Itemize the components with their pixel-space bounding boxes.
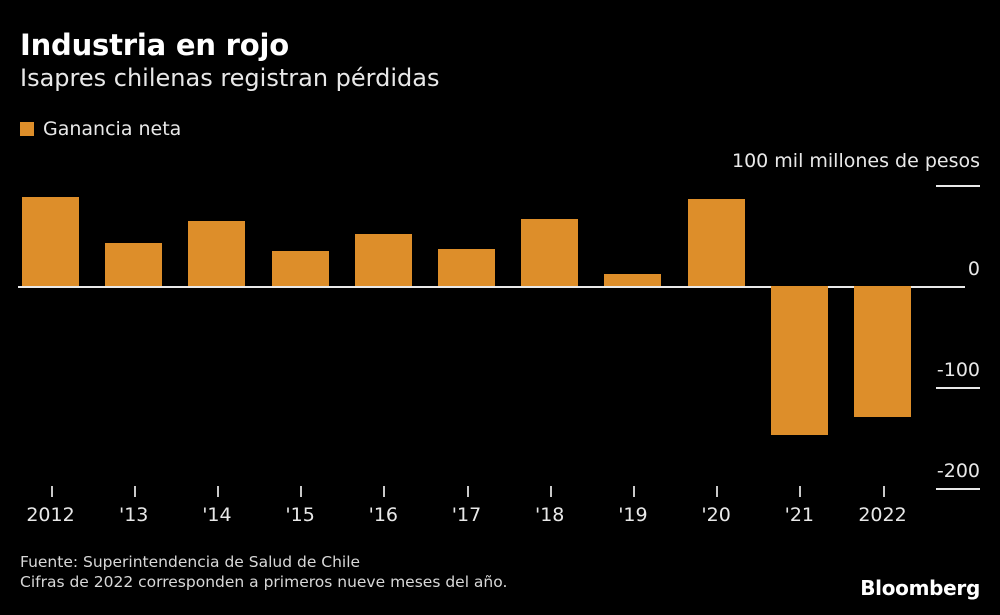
bar-15 [271, 250, 329, 286]
bar-13 [105, 242, 163, 286]
x-tick-2022 [882, 486, 885, 497]
x-tick-20 [716, 486, 719, 497]
x-tick-16 [383, 486, 386, 497]
page-title: Industria en rojo [20, 28, 289, 62]
x-tick-18 [549, 486, 552, 497]
legend-swatch-icon [20, 122, 34, 136]
bloomberg-logo: Bloomberg [860, 576, 980, 600]
bar-19 [604, 273, 662, 286]
x-tick-15 [300, 486, 303, 497]
bar-17 [438, 248, 495, 286]
x-tick-13 [133, 486, 136, 497]
x-axis-label: '19 [618, 504, 648, 526]
x-axis-label: '14 [202, 504, 232, 526]
x-axis-label: '17 [451, 504, 482, 526]
y-axis-tick-label--100: -100 [936, 359, 980, 381]
bar-20 [687, 199, 745, 286]
y-axis-tick-label-0: 0 [967, 258, 980, 280]
page-subtitle: Isapres chilenas registran pérdidas [20, 64, 440, 92]
y-axis-tick-label--200: -200 [936, 460, 980, 482]
chart-footnote: Fuente: Superintendencia de Salud de Chi… [20, 552, 507, 592]
x-tick-19 [632, 486, 635, 497]
legend-item-label: Ganancia neta [43, 118, 182, 140]
bar-16 [354, 234, 412, 286]
chart-legend: Ganancia neta [20, 118, 181, 140]
y-tick-rule--100 [936, 387, 980, 389]
bar-2022 [854, 286, 911, 418]
y-tick-rule--200 [936, 488, 980, 490]
x-axis-label: '21 [784, 504, 814, 526]
x-axis-label: '13 [118, 504, 149, 526]
y-axis-title: 100 mil millones de pesos [731, 150, 980, 172]
y-tick-rule-100 [936, 185, 980, 187]
x-axis-label: '16 [368, 504, 398, 526]
x-tick-21 [799, 486, 802, 497]
footnote-note: Cifras de 2022 corresponden a primeros n… [20, 573, 508, 591]
x-axis-label: 2012 [26, 504, 75, 526]
x-tick-2012 [50, 486, 53, 497]
x-axis-label: '20 [701, 504, 731, 526]
footnote-source: Fuente: Superintendencia de Salud de Chi… [20, 553, 361, 571]
zero-baseline [18, 286, 965, 288]
x-axis-label: '18 [534, 504, 565, 526]
x-axis-label: 2022 [858, 504, 907, 526]
bar-2012 [22, 197, 79, 286]
x-tick-17 [466, 486, 469, 497]
x-axis-label: '15 [285, 504, 315, 526]
bar-14 [188, 221, 246, 286]
x-tick-14 [216, 486, 219, 497]
bar-21 [770, 286, 828, 436]
bar-18 [521, 219, 579, 286]
